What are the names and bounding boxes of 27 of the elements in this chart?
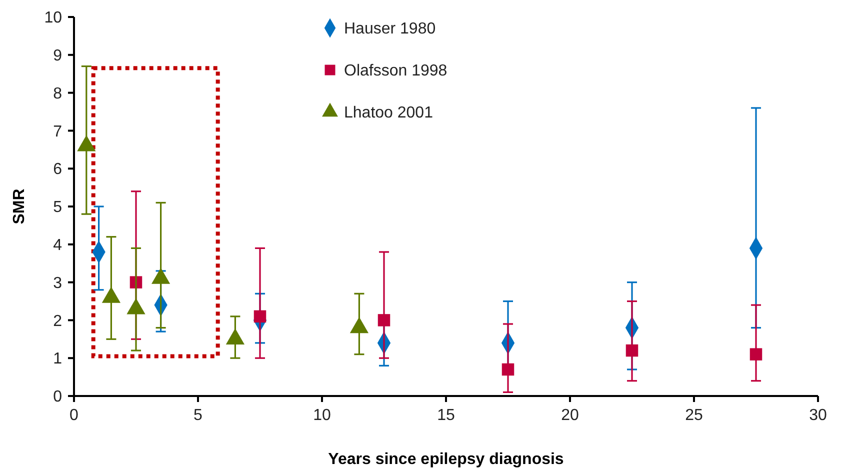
point bbox=[378, 314, 390, 326]
point bbox=[750, 348, 762, 360]
legend-label: Hauser 1980 bbox=[344, 20, 436, 38]
x-tick-label: 10 bbox=[313, 407, 331, 424]
point bbox=[626, 344, 638, 357]
y-tick-label: 6 bbox=[53, 161, 62, 178]
y-tick-label: 2 bbox=[53, 312, 62, 330]
x-tick-label: 30 bbox=[809, 407, 827, 424]
y-tick-label: 0 bbox=[53, 388, 62, 406]
x-axis-title: Years since epilepsy diagnosis bbox=[328, 451, 564, 468]
y-axis-title: SMR bbox=[11, 188, 28, 224]
point bbox=[502, 363, 514, 376]
y-tick-label: 7 bbox=[53, 123, 62, 140]
y-tick-label: 1 bbox=[53, 350, 62, 368]
x-tick-label: 25 bbox=[685, 407, 703, 424]
y-tick-label: 5 bbox=[53, 199, 62, 216]
y-tick-label: 4 bbox=[53, 237, 62, 254]
y-tick-label: 10 bbox=[44, 10, 62, 27]
x-tick-label: 15 bbox=[437, 407, 455, 424]
x-tick-label: 20 bbox=[561, 407, 579, 424]
y-tick-label: 8 bbox=[53, 85, 62, 102]
legend-label: Olafsson 1998 bbox=[344, 62, 448, 80]
legend-label: Lhatoo 2001 bbox=[344, 104, 434, 122]
y-tick-label: 9 bbox=[53, 48, 62, 64]
x-tick-label: 0 bbox=[70, 407, 79, 424]
y-tick-label: 3 bbox=[53, 274, 62, 292]
x-tick-label: 5 bbox=[194, 407, 203, 424]
